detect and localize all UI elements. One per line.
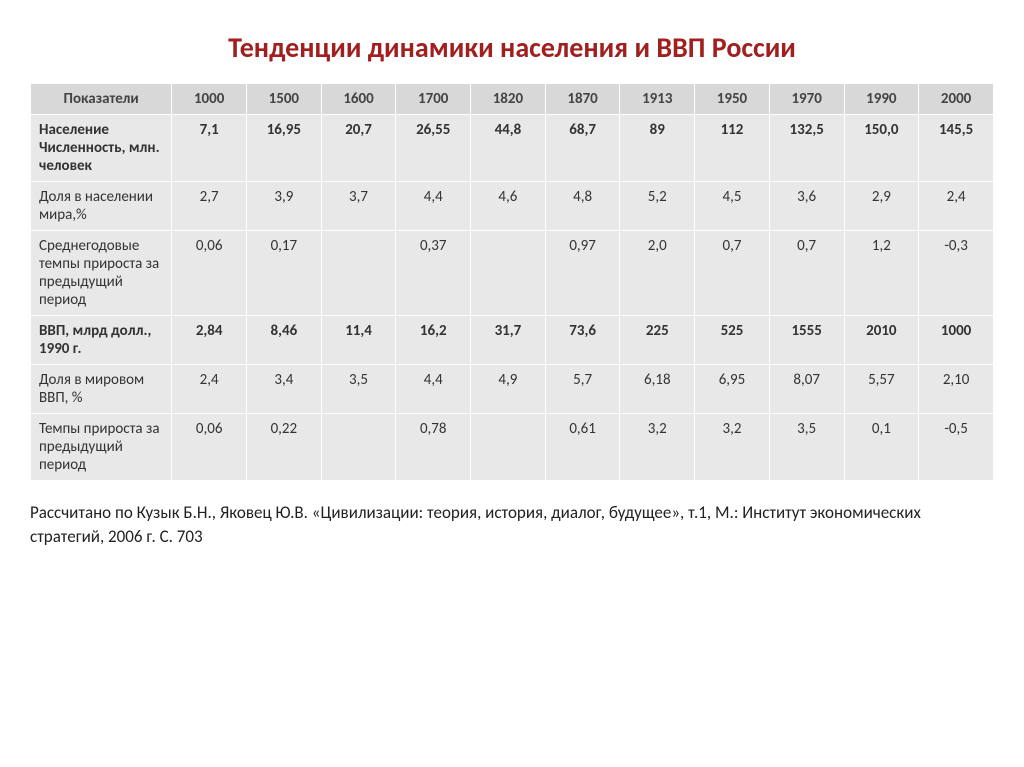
cell: 4,4: [396, 182, 471, 231]
cell: 150,0: [844, 115, 919, 182]
data-table: Показатели 1000 1500 1600 1700 1820 1870…: [30, 83, 994, 481]
cell: 3,7: [321, 182, 396, 231]
cell: 112: [695, 115, 770, 182]
cell: 2,0: [620, 231, 695, 316]
header-year: 1950: [695, 84, 770, 115]
cell: [321, 231, 396, 316]
cell: 44,8: [471, 115, 546, 182]
cell: 4,5: [695, 182, 770, 231]
table-row: ВВП, млрд долл., 1990 г.2,848,4611,416,2…: [31, 316, 994, 365]
cell: 225: [620, 316, 695, 365]
cell: 16,2: [396, 316, 471, 365]
cell: 4,8: [545, 182, 620, 231]
cell: 3,5: [321, 365, 396, 414]
header-year: 1970: [769, 84, 844, 115]
cell: -0,5: [919, 414, 994, 481]
table-row: Доля в населении мира,%2,73,93,74,44,64,…: [31, 182, 994, 231]
cell: 2010: [844, 316, 919, 365]
header-year: 1700: [396, 84, 471, 115]
cell: 0,97: [545, 231, 620, 316]
cell: 1555: [769, 316, 844, 365]
cell: 2,7: [172, 182, 247, 231]
cell: 4,9: [471, 365, 546, 414]
cell: -0,3: [919, 231, 994, 316]
cell: 3,2: [620, 414, 695, 481]
header-year: 1000: [172, 84, 247, 115]
cell: 20,7: [321, 115, 396, 182]
cell: 0,1: [844, 414, 919, 481]
cell: 89: [620, 115, 695, 182]
header-year: 1913: [620, 84, 695, 115]
cell: 0,06: [172, 231, 247, 316]
cell: 0,7: [695, 231, 770, 316]
cell: 2,9: [844, 182, 919, 231]
cell: 2,84: [172, 316, 247, 365]
header-year: 1500: [247, 84, 322, 115]
cell: 0,06: [172, 414, 247, 481]
cell: 6,95: [695, 365, 770, 414]
table-row: Население Численность, млн. человек7,116…: [31, 115, 994, 182]
cell: 7,1: [172, 115, 247, 182]
cell: 0,37: [396, 231, 471, 316]
cell: 5,7: [545, 365, 620, 414]
header-year: 1600: [321, 84, 396, 115]
row-label: ВВП, млрд долл., 1990 г.: [31, 316, 172, 365]
cell: 0,7: [769, 231, 844, 316]
table-row: Среднегодовые темпы прироста за предыдущ…: [31, 231, 994, 316]
cell: 525: [695, 316, 770, 365]
row-label: Среднегодовые темпы прироста за предыдущ…: [31, 231, 172, 316]
cell: 2,10: [919, 365, 994, 414]
cell: 3,6: [769, 182, 844, 231]
cell: 8,46: [247, 316, 322, 365]
cell: 1000: [919, 316, 994, 365]
cell: 3,2: [695, 414, 770, 481]
cell: 16,95: [247, 115, 322, 182]
cell: 2,4: [919, 182, 994, 231]
header-year: 1870: [545, 84, 620, 115]
cell: [321, 414, 396, 481]
cell: 0,78: [396, 414, 471, 481]
cell: 68,7: [545, 115, 620, 182]
table-header-row: Показатели 1000 1500 1600 1700 1820 1870…: [31, 84, 994, 115]
table-row: Доля в мировом ВВП, %2,43,43,54,44,95,76…: [31, 365, 994, 414]
cell: 1,2: [844, 231, 919, 316]
cell: 6,18: [620, 365, 695, 414]
cell: 31,7: [471, 316, 546, 365]
source-citation: Рассчитано по Кузык Б.Н., Яковец Ю.В. «Ц…: [30, 501, 994, 549]
cell: 0,22: [247, 414, 322, 481]
cell: 5,57: [844, 365, 919, 414]
cell: 5,2: [620, 182, 695, 231]
row-label: Население Численность, млн. человек: [31, 115, 172, 182]
cell: 0,61: [545, 414, 620, 481]
cell: 26,55: [396, 115, 471, 182]
header-year: 2000: [919, 84, 994, 115]
cell: 4,6: [471, 182, 546, 231]
header-year: 1820: [471, 84, 546, 115]
cell: 8,07: [769, 365, 844, 414]
cell: [471, 414, 546, 481]
row-label: Доля в мировом ВВП, %: [31, 365, 172, 414]
cell: 11,4: [321, 316, 396, 365]
cell: 3,9: [247, 182, 322, 231]
header-label: Показатели: [31, 84, 172, 115]
cell: 3,5: [769, 414, 844, 481]
row-label: Темпы прироста за предыдущий период: [31, 414, 172, 481]
header-year: 1990: [844, 84, 919, 115]
cell: 132,5: [769, 115, 844, 182]
cell: [471, 231, 546, 316]
cell: 4,4: [396, 365, 471, 414]
cell: 145,5: [919, 115, 994, 182]
cell: 3,4: [247, 365, 322, 414]
table-row: Темпы прироста за предыдущий период0,060…: [31, 414, 994, 481]
page-title: Тенденции динамики населения и ВВП Росси…: [30, 30, 994, 65]
cell: 2,4: [172, 365, 247, 414]
cell: 73,6: [545, 316, 620, 365]
row-label: Доля в населении мира,%: [31, 182, 172, 231]
cell: 0,17: [247, 231, 322, 316]
table-body: Население Численность, млн. человек7,116…: [31, 115, 994, 481]
